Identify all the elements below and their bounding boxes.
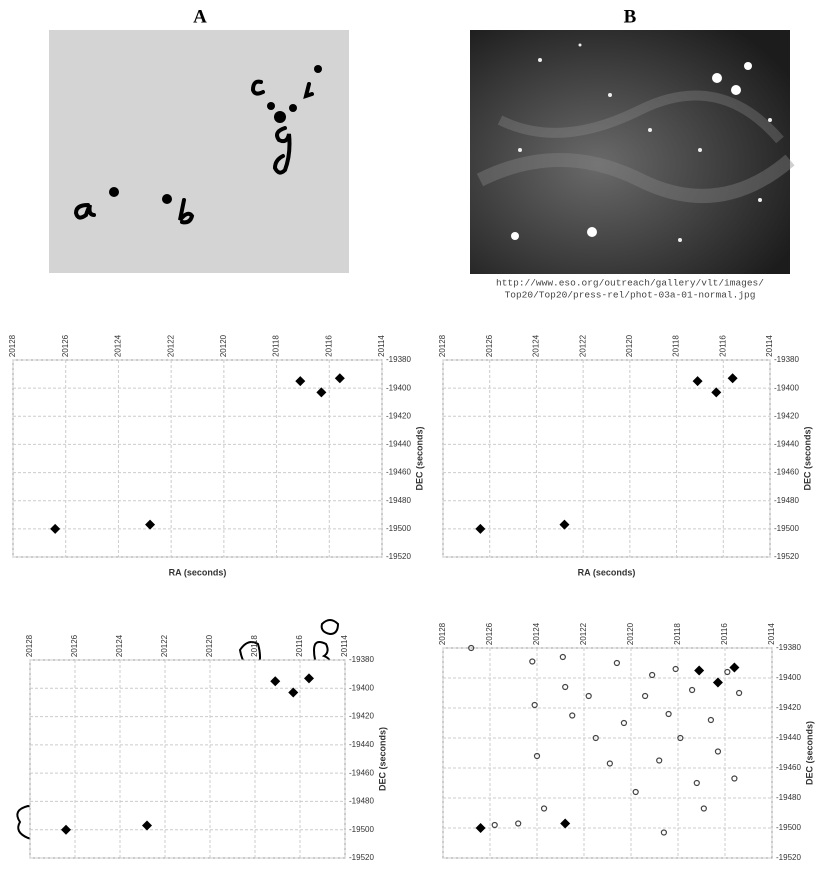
plot-area — [443, 360, 770, 557]
y-tick-label: -19380 — [774, 355, 799, 364]
x-tick-label: 20116 — [718, 335, 727, 357]
y-tick-label: -19520 — [776, 853, 801, 862]
y-tick-label: -19460 — [774, 468, 799, 477]
y-tick-label: -19400 — [349, 683, 374, 692]
plot-area — [30, 660, 345, 858]
y-tick-label: -19440 — [349, 740, 374, 749]
x-tick-label: 20122 — [160, 634, 169, 657]
y-tick-label: -19460 — [776, 763, 801, 772]
x-tick-label: 20120 — [626, 622, 635, 645]
y-tick-label: -19520 — [386, 552, 411, 561]
y-tick-label: -19420 — [776, 703, 801, 712]
x-tick-label: 20126 — [61, 334, 70, 357]
y-tick-label: -19480 — [386, 496, 411, 505]
y-tick-label: -19460 — [386, 468, 411, 477]
handwriting-image — [49, 30, 349, 273]
y-tick-label: -19420 — [349, 712, 374, 721]
x-tick-label: 20128 — [438, 334, 447, 357]
y-tick-label: -19500 — [774, 524, 799, 533]
x-tick-label: 20116 — [295, 635, 304, 657]
x-axis-label: RA (seconds) — [578, 567, 636, 577]
x-tick-label: 20126 — [485, 622, 494, 645]
x-axis-label: RA (seconds) — [169, 567, 227, 577]
panel-label: B — [624, 6, 637, 27]
image-credit: Top20/Top20/press-rel/phot-03a-01-normal… — [505, 290, 756, 301]
y-tick-label: -19400 — [776, 673, 801, 682]
plot-area — [13, 360, 382, 557]
figure: A B http://www.eso.org/outreach/gallery/… — [0, 0, 818, 869]
x-tick-label: 20114 — [765, 335, 774, 357]
y-tick-label: -19440 — [776, 733, 801, 742]
x-tick-label: 20120 — [625, 334, 634, 357]
y-tick-label: -19500 — [349, 825, 374, 834]
y-axis-label: DEC (seconds) — [802, 426, 812, 490]
y-tick-label: -19400 — [386, 383, 411, 392]
x-tick-label: 20120 — [219, 334, 228, 357]
x-tick-label: 20122 — [579, 622, 588, 645]
y-tick-label: -19500 — [776, 823, 801, 832]
x-tick-label: 20114 — [377, 335, 386, 357]
x-tick-label: 20118 — [250, 635, 259, 657]
x-tick-label: 20116 — [324, 335, 333, 357]
x-tick-label: 20128 — [438, 622, 447, 645]
y-tick-label: -19520 — [349, 853, 374, 862]
y-tick-label: -19380 — [386, 355, 411, 364]
x-tick-label: 20124 — [532, 334, 541, 357]
x-tick-label: 20128 — [8, 334, 17, 357]
x-tick-label: 20128 — [25, 634, 34, 657]
image-credit: http://www.eso.org/outreach/gallery/vlt/… — [496, 278, 764, 289]
x-tick-label: 20118 — [673, 623, 682, 645]
x-tick-label: 20118 — [672, 335, 681, 357]
x-tick-label: 20122 — [578, 334, 587, 357]
x-tick-label: 20124 — [114, 334, 123, 357]
x-tick-label: 20126 — [70, 634, 79, 657]
y-tick-label: -19500 — [386, 524, 411, 533]
y-tick-label: -19380 — [349, 655, 374, 664]
y-axis-label: DEC (seconds) — [377, 727, 387, 791]
y-axis-label: DEC (seconds) — [414, 426, 424, 490]
x-tick-label: 20114 — [340, 635, 349, 657]
y-tick-label: -19480 — [349, 797, 374, 806]
x-tick-label: 20122 — [166, 334, 175, 357]
y-axis-label: DEC (seconds) — [804, 721, 814, 785]
x-tick-label: 20116 — [720, 623, 729, 645]
x-tick-label: 20124 — [532, 622, 541, 645]
y-tick-label: -19440 — [386, 440, 411, 449]
x-tick-label: 20124 — [115, 634, 124, 657]
y-tick-label: -19420 — [774, 411, 799, 420]
x-tick-label: 20126 — [485, 334, 494, 357]
x-tick-label: 20118 — [272, 335, 281, 357]
y-tick-label: -19380 — [776, 643, 801, 652]
x-tick-label: 20114 — [767, 623, 776, 645]
y-tick-label: -19440 — [774, 440, 799, 449]
x-tick-label: 20120 — [205, 634, 214, 657]
y-tick-label: -19400 — [774, 383, 799, 392]
y-tick-label: -19460 — [349, 768, 374, 777]
y-tick-label: -19480 — [776, 793, 801, 802]
y-tick-label: -19520 — [774, 552, 799, 561]
y-tick-label: -19480 — [774, 496, 799, 505]
panel-label: A — [193, 6, 207, 27]
star-field-image — [470, 30, 790, 274]
y-tick-label: -19420 — [386, 411, 411, 420]
